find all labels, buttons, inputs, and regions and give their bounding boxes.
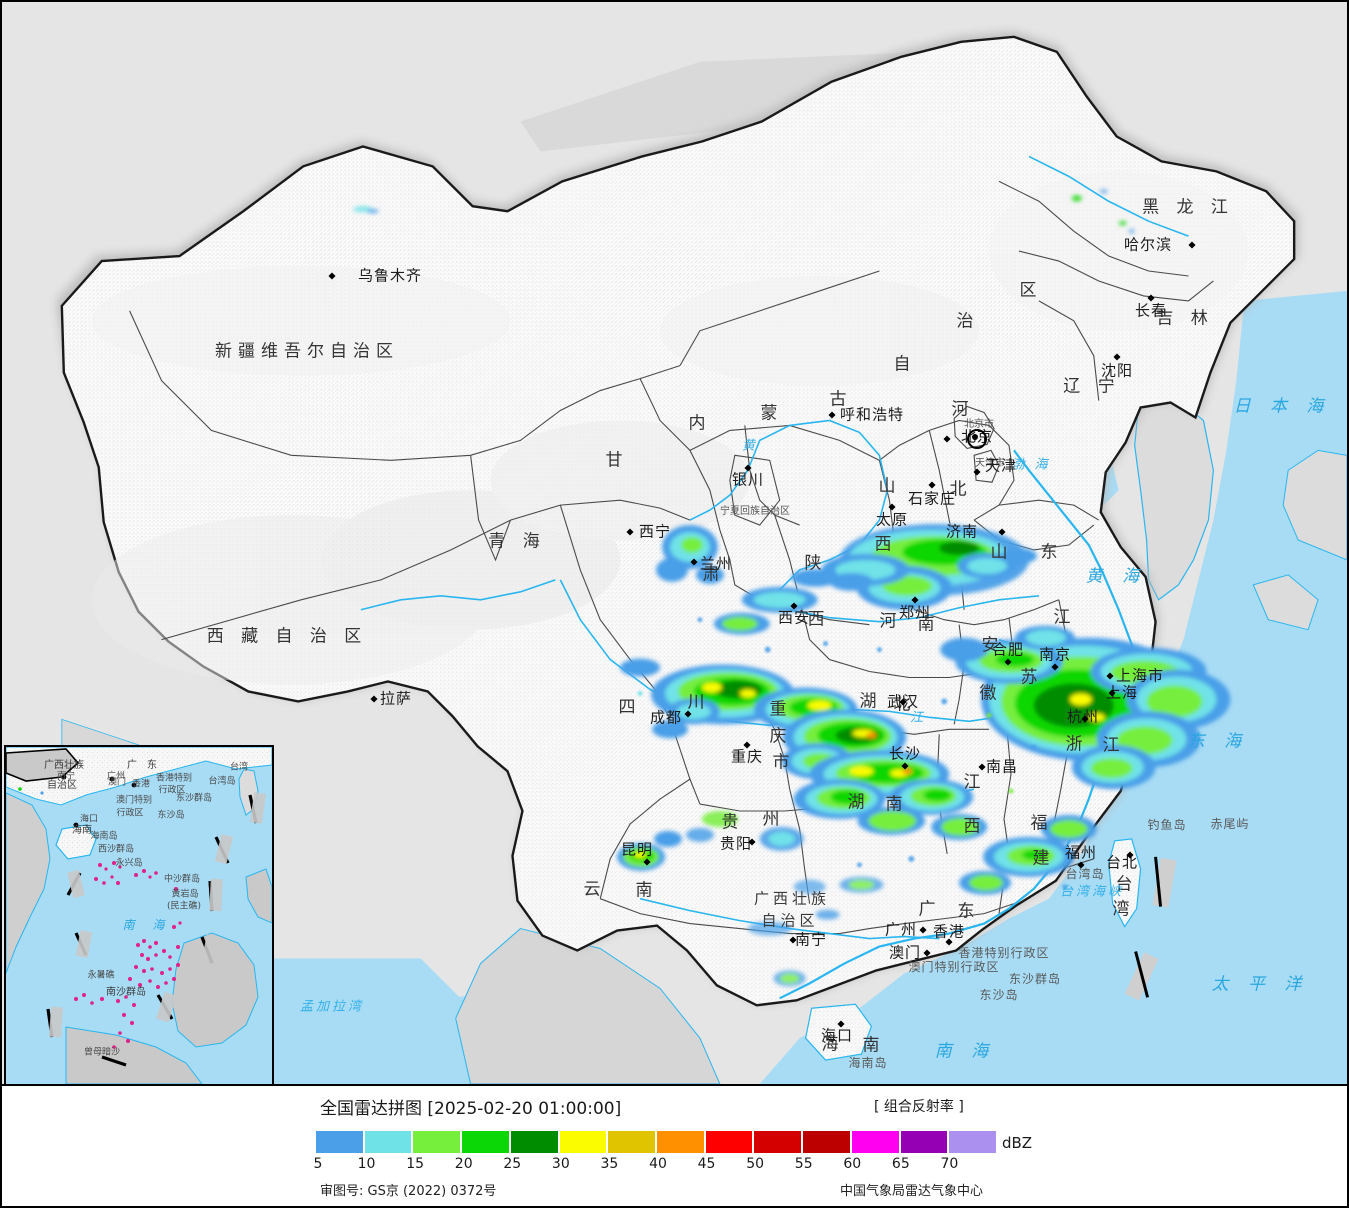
product-type-label: [ 组合反射率 ] xyxy=(874,1099,964,1115)
colorbar-segment-11[interactable] xyxy=(851,1131,899,1153)
colorbar-tick-55: 55 xyxy=(794,1156,813,1172)
colorbar-segment-10[interactable] xyxy=(803,1131,850,1153)
radar-echo-speckle xyxy=(637,617,1068,890)
colorbar-segment-7[interactable] xyxy=(657,1131,704,1153)
colorbar-segment-6[interactable] xyxy=(608,1131,656,1153)
colorbar-tick-30: 30 xyxy=(551,1156,570,1172)
colorbar-tick-45: 45 xyxy=(697,1156,716,1172)
colorbar-tick-20: 20 xyxy=(454,1156,473,1172)
colorbar-tick-5: 5 xyxy=(313,1156,323,1172)
colorbar-segment-5[interactable] xyxy=(559,1131,607,1153)
terrain-shading xyxy=(91,171,1249,685)
colorbar-tick-25: 25 xyxy=(503,1156,522,1172)
reef-markers xyxy=(74,861,182,1049)
colorbar-segment-3[interactable] xyxy=(462,1131,509,1153)
colorbar-tick-60: 60 xyxy=(843,1156,862,1172)
colorbar-segment-0[interactable] xyxy=(316,1131,363,1153)
dbz-colorbar[interactable] xyxy=(316,1131,997,1153)
inset-svg xyxy=(6,747,272,1084)
radar-echo-layer xyxy=(352,189,1231,987)
title-row: 全国雷达拼图 [2025-02-20 01:00:00] [ 组合反射率 ] xyxy=(2,1094,1349,1119)
colorbar-tick-70: 70 xyxy=(940,1156,959,1172)
colorbar-segment-2[interactable] xyxy=(413,1131,461,1153)
dbz-unit-label: dBZ xyxy=(1002,1134,1033,1152)
approval-number: 审图号: GS京 (2022) 0372号 xyxy=(320,1184,497,1199)
map-panel[interactable]: 新疆维吾尔自治区西 藏 自 治 区青 海甘肃内蒙古自治区黑 龙 江吉 林辽 宁河… xyxy=(0,0,1349,1086)
colorbar-segment-1[interactable] xyxy=(364,1131,412,1153)
colorbar-tick-10: 10 xyxy=(357,1156,376,1172)
footer-legend-panel: 全国雷达拼图 [2025-02-20 01:00:00] [ 组合反射率 ] d… xyxy=(0,1086,1349,1208)
colorbar-segment-9[interactable] xyxy=(754,1131,802,1153)
colorbar-tick-50: 50 xyxy=(746,1156,765,1172)
dbz-colorbar-ticks: 5 10 15 20 25 30 35 40 45 50 55 60 65 70 xyxy=(313,1156,996,1174)
colorbar-tick-15: 15 xyxy=(406,1156,425,1172)
china-map-svg xyxy=(2,2,1347,1084)
colorbar-tick-35: 35 xyxy=(600,1156,619,1172)
colorbar-segment-4[interactable] xyxy=(510,1131,558,1153)
page-title: 全国雷达拼图 [2025-02-20 01:00:00] xyxy=(320,1099,622,1119)
colorbar-tick-40: 40 xyxy=(649,1156,667,1172)
colorbar-segment-13[interactable] xyxy=(949,1131,997,1153)
agency-name: 中国气象局雷达气象中心 xyxy=(840,1184,984,1199)
colorbar-segment-8[interactable] xyxy=(705,1131,753,1153)
colorbar-tick-65: 65 xyxy=(891,1156,910,1172)
colorbar-segment-12[interactable] xyxy=(900,1131,948,1153)
south-china-sea-inset-map[interactable]: 广西壮族 自治区 南宁广东广州 香港特别 行政区 澳门特别 行政区 澳门 香港 台湾 台湾岛 东沙群岛… xyxy=(4,745,274,1084)
